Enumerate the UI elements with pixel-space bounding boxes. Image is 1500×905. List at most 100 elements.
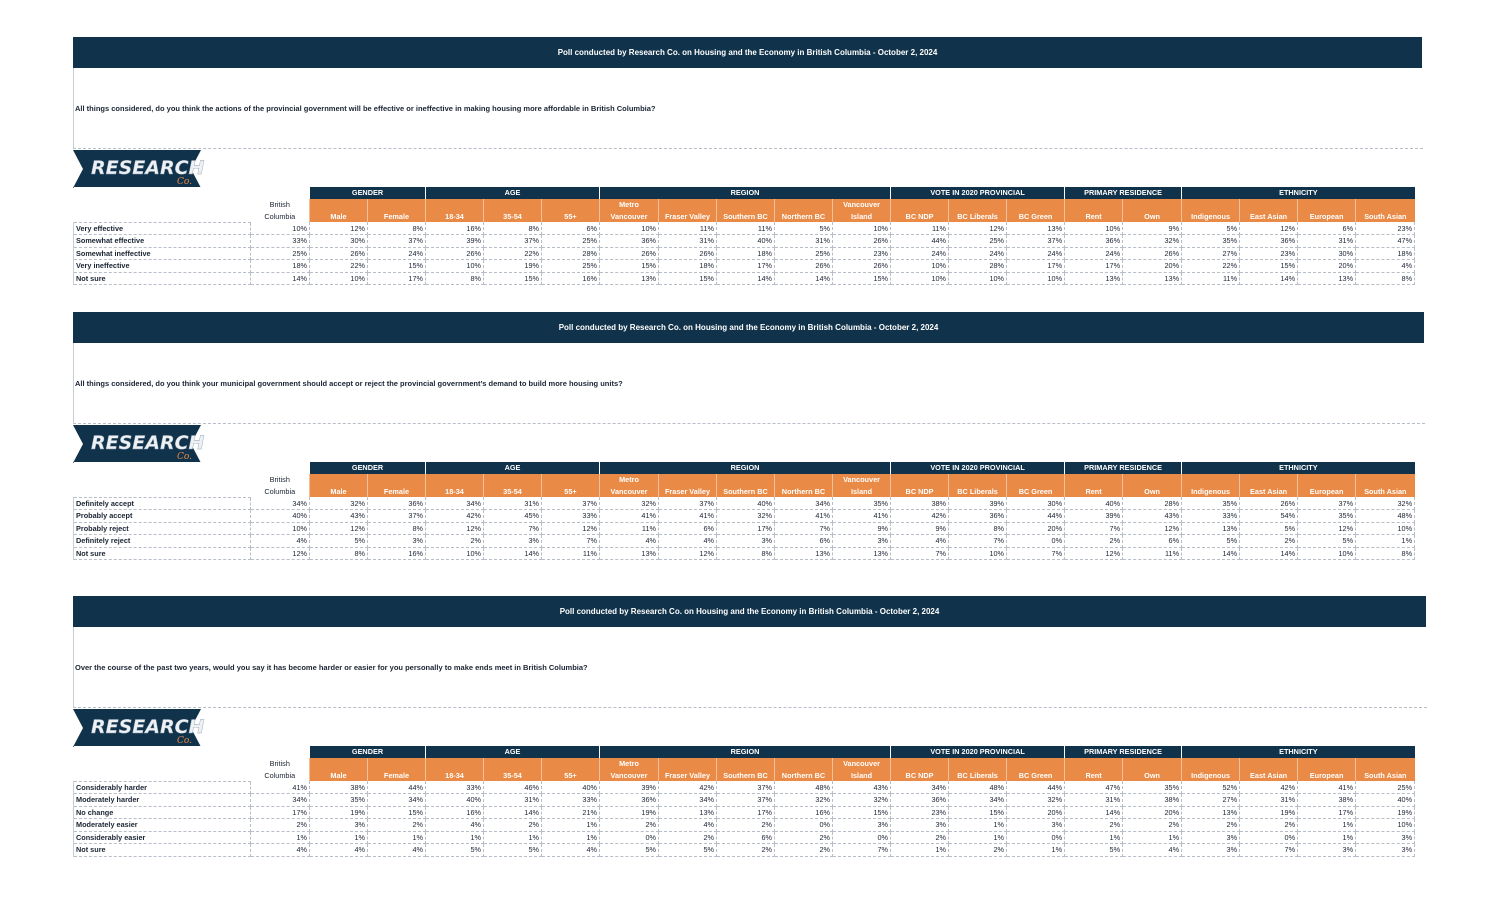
cell-value: 12% (948, 222, 1008, 235)
cell-value: 33% (250, 234, 310, 248)
header-column-label: European (1297, 769, 1356, 781)
cell-value: 39% (948, 497, 1008, 510)
cell-value: 8% (367, 222, 426, 235)
table-row: Somewhat ineffective 25% 26% 24% 26% 22% 28% 26… (73, 247, 1416, 260)
cell-value: 15% (483, 272, 542, 285)
cell-value: 31% (1297, 234, 1357, 248)
row-label: Moderately harder (73, 793, 251, 807)
header-group-primary-residence: PRIMARY RESIDENCE (1064, 187, 1182, 199)
header-column-label (425, 473, 484, 485)
cell-value: 5% (1239, 522, 1299, 535)
cell-value: 5% (1064, 843, 1124, 857)
header-column-label (1181, 473, 1240, 485)
cell-value: 2% (1064, 534, 1124, 548)
header-group-region: REGION (598, 746, 891, 758)
cell-value: 35% (1297, 509, 1357, 523)
cell-value: 13% (1297, 272, 1357, 285)
cell-value: 26% (1122, 247, 1183, 260)
cell-value: 36% (367, 497, 426, 510)
cell-value: 4% (658, 534, 717, 548)
cell-value: 10% (1355, 522, 1416, 535)
cell-value: 1% (1297, 831, 1357, 844)
row-label: Not sure (73, 843, 251, 857)
header-group-gender: GENDER (309, 746, 426, 758)
header-column-label (1355, 473, 1415, 485)
cell-value: 4% (890, 534, 950, 548)
cell-value: 24% (1064, 247, 1124, 260)
header-column-label: Vancouver (831, 473, 891, 485)
header-column-label: East Asian (1239, 210, 1298, 222)
cell-value: 20% (1006, 522, 1066, 535)
header-blank (73, 473, 251, 485)
header-column-label (890, 757, 949, 769)
cell-value: 19% (599, 806, 659, 819)
cell-value: 36% (1064, 234, 1124, 248)
cell-value: 4% (1122, 843, 1183, 857)
cell-value: 8% (716, 547, 775, 560)
header-column-label (367, 757, 426, 769)
cell-value: 26% (425, 247, 484, 260)
header-group-vote-in-2020-provincial: VOTE IN 2020 PROVINCIAL (890, 462, 1065, 474)
header-column-label: BC Liberals (948, 485, 1007, 497)
header-column-label: Vancouver (599, 210, 659, 222)
cell-value: 15% (832, 806, 892, 819)
header-column-label (1181, 757, 1240, 769)
cell-value: 34% (658, 793, 717, 807)
header-column-label: Rent (1064, 210, 1123, 222)
cell-value: 2% (716, 843, 775, 857)
question-text: Over the course of the past two years, w… (75, 663, 588, 672)
cell-value: 2% (716, 818, 775, 832)
header-column-label (309, 198, 368, 210)
cell-value: 25% (774, 247, 833, 260)
cell-value: 13% (1122, 272, 1183, 285)
cell-value: 4% (425, 818, 484, 832)
cell-value: 35% (309, 793, 368, 807)
cell-value: 2% (599, 818, 659, 832)
cell-value: 15% (658, 272, 717, 285)
cell-value: 24% (1006, 247, 1066, 260)
cell-value: 45% (483, 509, 542, 523)
table-row: Probably accept 40% 43% 37% 42% 45% 33% 41% 41% 3… (73, 509, 1416, 523)
cell-value: 1% (1297, 818, 1357, 832)
cell-value: 44% (890, 234, 950, 248)
header-column-label: 35-54 (483, 485, 542, 497)
cell-value: 1% (1122, 831, 1183, 844)
cell-value: 8% (367, 522, 426, 535)
cell-value: 0% (832, 831, 892, 844)
header-group-age: AGE (425, 746, 600, 758)
header-column-label: European (1297, 485, 1356, 497)
logo-wordmark: RESEARCH (91, 716, 205, 738)
header-sub-row: British Metro Vancouver (73, 198, 1415, 210)
logo-wordmark: RESEARCH (91, 157, 205, 179)
cell-value: 17% (1006, 259, 1066, 273)
cell-value: 31% (1064, 793, 1124, 807)
cell-value: 6% (541, 222, 600, 235)
cell-value: 34% (425, 497, 484, 510)
row-label: Probably reject (73, 522, 251, 535)
table-row: Considerably easier 1% 1% 1% 1% 1% 1% 0% 2% 6% 2% 0… (73, 831, 1416, 844)
cell-value: 15% (367, 806, 426, 819)
header-column-label: Northern BC (774, 210, 833, 222)
cell-value: 4% (1355, 259, 1416, 273)
header-column-label (425, 757, 484, 769)
cell-value: 26% (832, 234, 892, 248)
cell-value: 41% (1297, 781, 1357, 794)
cell-value: 17% (1064, 259, 1124, 273)
header-column-label: BC NDP (890, 769, 949, 781)
cell-value: 44% (1006, 781, 1066, 794)
cell-value: 10% (948, 272, 1008, 285)
cell-value: 12% (1297, 522, 1357, 535)
cell-value: 32% (774, 793, 833, 807)
cell-value: 38% (1297, 793, 1357, 807)
header-british-columbia: Columbia (250, 485, 310, 497)
cell-value: 15% (948, 806, 1008, 819)
cell-value: 0% (1239, 831, 1299, 844)
cell-value: 32% (1355, 497, 1416, 510)
header-column-label (716, 198, 775, 210)
cell-value: 2% (425, 534, 484, 548)
cell-value: 3% (1297, 843, 1357, 857)
cell-value: 41% (658, 509, 717, 523)
cell-value: 38% (1122, 793, 1183, 807)
header-column-label (774, 473, 833, 485)
header-column-label (367, 473, 426, 485)
